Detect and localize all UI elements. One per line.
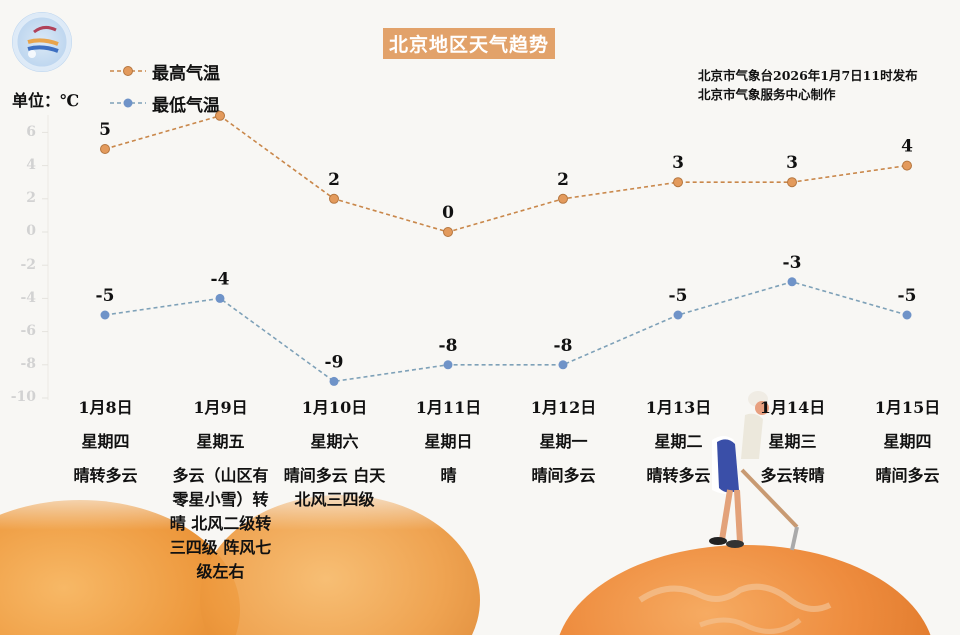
low-temp-label: -4 bbox=[211, 269, 230, 289]
forecast-day-column: 1月8日星期四晴转多云 bbox=[48, 396, 163, 488]
low-temp-label: -8 bbox=[554, 336, 573, 356]
low-temp-point bbox=[558, 360, 568, 370]
forecast-day-column: 1月14日星期三多云转晴 bbox=[735, 396, 850, 488]
day-weekday: 星期二 bbox=[654, 432, 703, 451]
day-weather: 晴转多云 bbox=[646, 466, 711, 485]
high-temp-label: 2 bbox=[557, 170, 569, 190]
day-weather: 晴 bbox=[440, 466, 457, 485]
legend-item-high: 最高气温 bbox=[110, 55, 220, 87]
day-weather: 晴转多云 bbox=[73, 466, 138, 485]
forecast-day-column: 1月10日星期六晴间多云 白天北风三四级 bbox=[277, 396, 392, 512]
forecast-day-column: 1月13日星期二晴转多云 bbox=[621, 396, 736, 488]
legend-item-low: 最低气温 bbox=[110, 87, 220, 119]
high-temp-point bbox=[443, 227, 453, 237]
low-temp-label: -9 bbox=[325, 352, 344, 372]
high-temp-point bbox=[558, 193, 568, 204]
high-temp-point bbox=[902, 160, 912, 171]
day-date: 1月9日 bbox=[193, 398, 248, 417]
publisher-info: 北京市气象台2026年1月7日11时发布 北京市气象服务中心制作 bbox=[698, 66, 918, 104]
forecast-day-column: 1月11日星期日晴 bbox=[391, 396, 506, 488]
y-tick: -6 bbox=[20, 323, 36, 339]
forecast-day-column: 1月12日星期一晴间多云 bbox=[506, 396, 621, 488]
low-temp-marker-icon bbox=[110, 98, 146, 108]
forecast-day-column: 1月9日星期五多云（山区有零星小雪）转晴 北风二级转三四级 阵风七级左右 bbox=[163, 396, 278, 584]
low-temp-line bbox=[104, 280, 908, 383]
high-temp-label: 4 bbox=[901, 137, 913, 157]
low-temp-label: -5 bbox=[898, 286, 917, 306]
low-temp-point bbox=[787, 277, 797, 287]
high-temp-point bbox=[215, 110, 225, 121]
y-tick: -4 bbox=[20, 290, 36, 306]
day-weekday: 星期四 bbox=[883, 432, 932, 451]
low-temp-label: -5 bbox=[669, 286, 688, 306]
low-temp-point bbox=[329, 376, 339, 386]
day-weather: 晴间多云 bbox=[875, 466, 940, 485]
unit-label: 单位：℃ bbox=[12, 91, 80, 110]
low-temp-point bbox=[902, 310, 912, 320]
logo-emblem-icon bbox=[12, 12, 72, 72]
day-weekday: 星期三 bbox=[768, 432, 817, 451]
low-temp-point bbox=[100, 310, 110, 320]
chart-title: 北京地区天气趋势 bbox=[383, 28, 556, 59]
day-weather: 多云（山区有零星小雪）转晴 北风二级转三四级 阵风七级左右 bbox=[169, 466, 272, 581]
high-temp-label: 5 bbox=[99, 120, 111, 140]
high-temp-label: 3 bbox=[786, 153, 798, 173]
high-temp-label: 0 bbox=[442, 203, 454, 223]
low-temp-point bbox=[673, 310, 683, 320]
y-tick: -2 bbox=[20, 257, 36, 273]
high-temp-marker-icon bbox=[110, 66, 146, 76]
meteorological-service-logo bbox=[12, 12, 72, 72]
day-date: 1月10日 bbox=[301, 398, 368, 417]
legend-label-high: 最高气温 bbox=[152, 63, 220, 84]
high-temp-label: 3 bbox=[672, 153, 684, 173]
figurine-icon bbox=[709, 391, 799, 551]
day-weekday: 星期一 bbox=[539, 432, 588, 451]
low-temp-label: -5 bbox=[96, 286, 115, 306]
orange-left-icon bbox=[0, 480, 480, 635]
y-tick: 2 bbox=[26, 190, 36, 206]
day-date: 1月8日 bbox=[78, 398, 133, 417]
legend-label-low: 最低气温 bbox=[152, 95, 220, 116]
high-temp-point bbox=[100, 144, 110, 154]
day-weather: 晴间多云 bbox=[531, 466, 596, 485]
day-weekday: 星期五 bbox=[196, 432, 245, 451]
low-temp-label: -3 bbox=[783, 253, 802, 273]
y-tick: -8 bbox=[20, 356, 36, 372]
day-weekday: 星期日 bbox=[424, 432, 473, 451]
publish-time: 北京市气象台2026年1月7日11时发布 bbox=[698, 68, 918, 83]
high-temp-label: 2 bbox=[328, 170, 340, 190]
high-temp-point bbox=[329, 193, 339, 204]
low-temp-label: -8 bbox=[439, 336, 458, 356]
y-tick: 4 bbox=[26, 157, 36, 173]
day-date: 1月12日 bbox=[530, 398, 597, 417]
day-weekday: 星期四 bbox=[81, 432, 130, 451]
day-date: 1月11日 bbox=[415, 398, 482, 417]
low-temp-point bbox=[443, 360, 453, 370]
day-weather: 晴间多云 白天北风三四级 bbox=[283, 466, 386, 509]
high-temp-point bbox=[673, 177, 683, 188]
day-weather: 多云转晴 bbox=[760, 466, 825, 485]
high-temp-line bbox=[104, 114, 908, 233]
y-tick: -10 bbox=[10, 389, 36, 405]
globe-orange-icon bbox=[559, 545, 931, 635]
legend: 最高气温 最低气温 bbox=[110, 55, 220, 119]
day-date: 1月14日 bbox=[759, 398, 826, 417]
producer: 北京市气象服务中心制作 bbox=[698, 87, 836, 102]
high-temp-point bbox=[787, 177, 797, 188]
day-date: 1月13日 bbox=[645, 398, 712, 417]
low-temp-point bbox=[215, 293, 225, 303]
day-date: 1月15日 bbox=[874, 398, 941, 417]
y-tick: 6 bbox=[26, 124, 36, 140]
y-tick: 0 bbox=[26, 223, 36, 239]
forecast-day-column: 1月15日星期四晴间多云 bbox=[850, 396, 960, 488]
day-weekday: 星期六 bbox=[310, 432, 359, 451]
